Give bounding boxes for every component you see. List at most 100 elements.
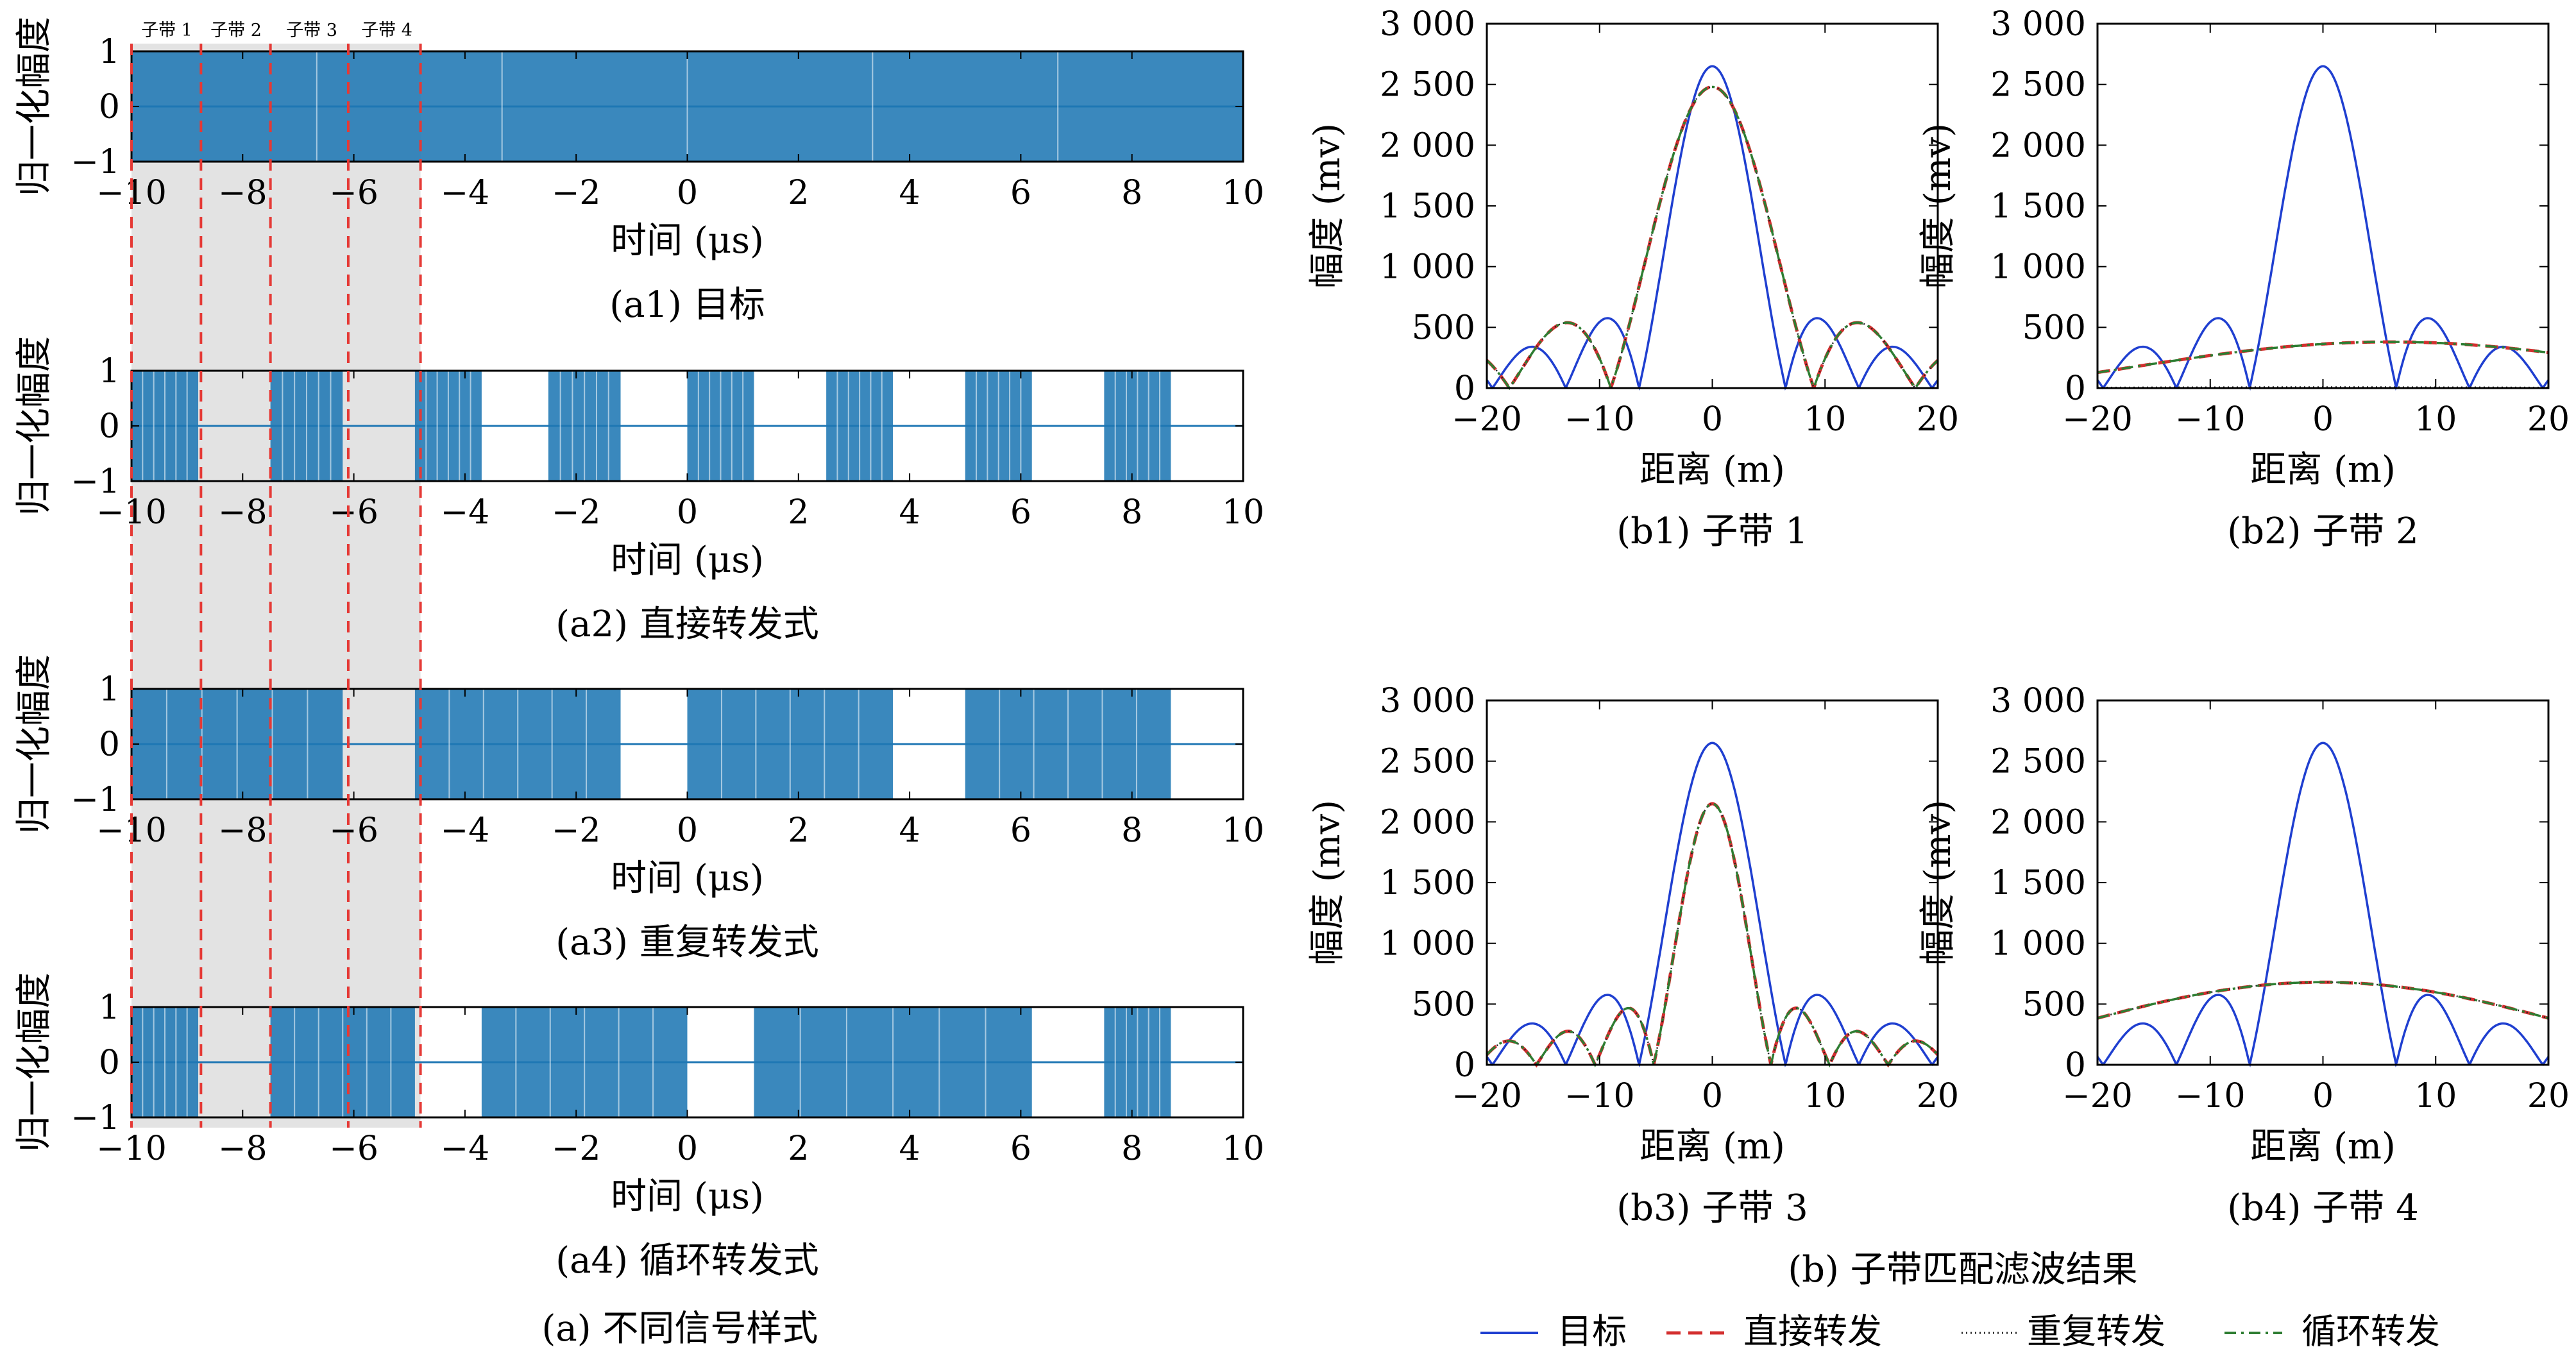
- y-axis-label: 归一化幅度: [13, 972, 55, 1152]
- x-tick-label: 6: [1010, 493, 1031, 532]
- x-tick-label: 10: [1804, 400, 1846, 439]
- x-tick-label: −8: [218, 493, 267, 532]
- waveform-segment-fringe: [697, 371, 744, 481]
- y-tick-label: 0: [2065, 369, 2086, 408]
- x-tick-label: 10: [1222, 493, 1264, 532]
- x-tick-label: 2: [788, 811, 809, 850]
- chart-caption: (b4) 子带 4: [2227, 1187, 2418, 1229]
- x-tick-label: −2: [552, 1130, 601, 1168]
- chart-caption: (b3) 子带 3: [1616, 1187, 1808, 1229]
- chart-caption: (a2) 直接转发式: [555, 604, 819, 645]
- x-axis-label: 时间 (μs): [611, 1176, 764, 1217]
- x-tick-label: 0: [677, 174, 698, 212]
- y-tick-label: 1 000: [1380, 925, 1475, 963]
- legend: 目标 直接转发 重复转发 循环转发: [1480, 1311, 2440, 1352]
- y-axis-label: 幅度 (mv): [1917, 800, 1959, 965]
- y-tick-label: 2 000: [1380, 803, 1475, 842]
- y-axis-label: 归一化幅度: [13, 336, 55, 516]
- x-axis-label: 距离 (m): [2250, 1126, 2396, 1167]
- x-tick-label: −10: [2175, 400, 2246, 439]
- x-tick-label: 4: [899, 811, 920, 850]
- x-tick-label: 6: [1010, 811, 1031, 850]
- y-tick-label: 2 500: [1990, 66, 2086, 105]
- x-tick-label: −6: [329, 811, 378, 850]
- x-tick-label: −4: [441, 174, 490, 212]
- matched-filter-chart-b3: −20 −10 0 10 20 0 500 1 000 1 500 2 000 2 500 3 000…: [1307, 682, 1959, 1229]
- x-tick-label: −8: [218, 811, 267, 850]
- y-tick-label: 1 000: [1990, 248, 2086, 287]
- y-tick-label: 0: [99, 88, 120, 126]
- x-tick-label: −20: [1452, 1077, 1522, 1115]
- x-tick-label: 8: [1121, 1130, 1142, 1168]
- subband-label-2: 子带 2: [210, 21, 262, 40]
- subband-label-4: 子带 4: [361, 21, 412, 40]
- x-tick-label: −10: [1564, 400, 1635, 439]
- x-tick-label: 8: [1121, 493, 1142, 532]
- waveform-segment-fringe: [142, 371, 188, 481]
- x-axis-label: 距离 (m): [1640, 1126, 1785, 1167]
- matched-filter-chart-b2: −20 −10 0 10 20 0 500 1 000 1 500 2 000 2 500 3 000…: [1917, 5, 2570, 552]
- series-line: [1486, 85, 1939, 391]
- y-tick-label: 500: [2022, 309, 2086, 347]
- subband-labels: 子带 1 子带 2 子带 3 子带 4: [141, 21, 412, 40]
- x-tick-label: −2: [552, 811, 601, 850]
- x-tick-label: 20: [1917, 400, 1959, 439]
- y-tick-label: 2 000: [1380, 126, 1475, 165]
- waveform-segment-fringe: [559, 371, 609, 481]
- chart-caption: (b1) 子带 1: [1616, 511, 1808, 552]
- waveform-segment-fringe: [976, 371, 1022, 481]
- y-axis-label: 幅度 (mv): [1917, 123, 1959, 289]
- x-tick-label: 4: [899, 174, 920, 212]
- y-tick-label: −1: [71, 781, 120, 819]
- waveform-segment-fringe: [142, 1007, 188, 1117]
- waveform-segment-fringe: [294, 1007, 392, 1117]
- x-tick-label: 0: [2312, 400, 2334, 439]
- waveform-segment-fringe: [282, 371, 332, 481]
- series-line: [2097, 980, 2549, 1020]
- plot-frame: [1486, 22, 1939, 389]
- y-tick-label: −1: [71, 1099, 120, 1137]
- y-tick-label: 3 000: [1990, 5, 2086, 44]
- x-axis-label: 距离 (m): [2250, 449, 2396, 491]
- figure-b-caption: (b) 子带匹配滤波结果: [1788, 1249, 2137, 1291]
- waveform-segment-fringe: [448, 689, 588, 799]
- x-tick-label: 10: [1804, 1077, 1846, 1115]
- x-tick-label: 4: [899, 493, 920, 532]
- x-tick-label: 2: [788, 493, 809, 532]
- y-tick-label: 2 000: [1990, 803, 2086, 842]
- y-tick-label: 3 000: [1380, 5, 1475, 44]
- y-tick-label: 1 500: [1380, 864, 1475, 903]
- waveform-segment-fringe: [515, 1007, 654, 1117]
- waveform-segment-fringe: [425, 371, 471, 481]
- y-tick-label: 3 000: [1990, 682, 2086, 720]
- y-tick-label: 1: [99, 33, 120, 71]
- series-line: [1486, 742, 1939, 1068]
- y-tick-label: 500: [1412, 985, 1475, 1024]
- x-axis-label: 时间 (μs): [611, 539, 764, 581]
- y-tick-label: 1 500: [1990, 187, 2086, 226]
- y-tick-label: 1 000: [1990, 925, 2086, 963]
- series-line: [2097, 981, 2549, 1020]
- x-tick-label: 2: [788, 1130, 809, 1168]
- x-tick-label: 8: [1121, 174, 1142, 212]
- x-tick-label: −2: [552, 174, 601, 212]
- plot-frame: [2096, 22, 2550, 389]
- x-tick-label: −6: [329, 493, 378, 532]
- x-tick-label: 0: [677, 1130, 698, 1168]
- x-tick-label: −10: [96, 1130, 167, 1168]
- y-tick-label: 0: [1454, 369, 1475, 408]
- subband-label-3: 子带 3: [286, 21, 337, 40]
- subband-boundary-lines: [130, 44, 422, 1128]
- y-tick-label: 500: [2022, 985, 2086, 1024]
- y-tick-label: 1: [99, 670, 120, 709]
- y-tick-label: −1: [71, 462, 120, 501]
- x-tick-label: −2: [552, 493, 601, 532]
- matched-filter-chart-b4: −20 −10 0 10 20 0 500 1 000 1 500 2 000 2 500 3 000…: [1917, 682, 2570, 1229]
- x-tick-label: 0: [677, 811, 698, 850]
- series-line: [1486, 86, 1938, 390]
- y-tick-label: 1: [99, 988, 120, 1027]
